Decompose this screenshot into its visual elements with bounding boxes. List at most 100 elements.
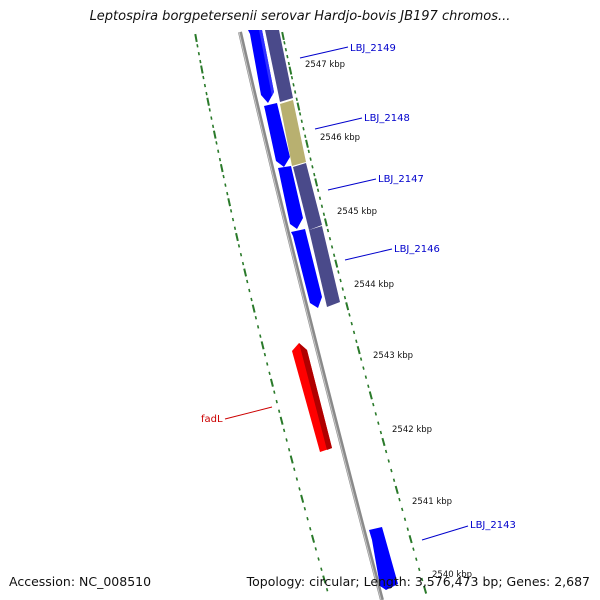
tick-mark [269,378,274,387]
tick-mark [268,371,271,376]
tick-mark [273,390,276,394]
gene-LBJ_2146-forward[interactable] [291,229,322,308]
tick-mark [377,421,380,425]
tick-mark [422,585,428,594]
label-connector-LBJ_2146 [344,248,393,261]
tick-mark [350,321,353,326]
tick-mark [231,217,235,222]
tick-mark [210,116,213,120]
genome-backbone [238,31,384,600]
tick-mark [250,297,253,302]
tick-label-2544: 2544 kbp [354,280,394,290]
tick-mark [394,485,399,495]
tick-mark [295,97,298,101]
tick-mark [322,212,326,216]
tick-mark [287,447,291,452]
tick-mark [390,468,393,473]
tick-mark [334,259,339,268]
tick-mark [417,567,421,572]
tick-mark [229,209,233,213]
tick-mark [310,534,316,543]
label-connector-LBJ_2149 [299,46,349,59]
tick-mark [212,130,217,139]
tick-mark [300,494,305,503]
tick-mark [206,97,210,106]
tick-mark [322,575,327,584]
tick-mark [323,218,328,227]
tick-mark [379,430,383,435]
tick-mark [208,108,211,112]
gene-label-LBJ_2148[interactable]: LBJ_2148 [364,113,410,124]
tick-mark [205,91,208,96]
gene-label-LBJ_2146[interactable]: LBJ_2146 [394,244,440,255]
tick-mark [381,437,386,447]
tick-mark [330,245,334,249]
tick-label-2547: 2547 kbp [305,60,345,70]
tick-mark [203,83,207,88]
tick-mark [311,165,314,169]
tick-mark [284,47,288,52]
tick-mark [374,412,377,416]
tick-mark [387,459,390,463]
tick-mark [292,83,295,87]
tick-mark [290,75,294,80]
gc-skew-dots [194,33,329,592]
tick-mark [401,507,404,512]
tick-mark [199,59,202,64]
gene-LBJ_2143-forward[interactable] [369,527,398,590]
tick-mark [420,577,424,582]
tick-mark [304,134,307,138]
tick-mark [251,304,256,313]
gene-LBJ_2149-forward[interactable] [248,30,274,103]
tick-mark [372,402,375,407]
tick-mark [314,547,317,551]
tick-mark [326,228,330,233]
tick-mark [263,352,267,357]
tick-label-2541: 2541 kbp [412,497,452,507]
tick-mark [266,362,269,366]
tick-mark [233,226,237,231]
tick-mark [307,149,310,154]
tick-mark [398,497,401,502]
tick-mark [222,174,225,179]
tick-mark [226,191,229,196]
tick-mark [356,346,361,355]
tick-mark [364,375,368,379]
tick-mark [254,315,258,320]
tick-mark [196,44,199,48]
tick-mark [281,31,285,41]
gene-label-LBJ_2143[interactable]: LBJ_2143 [470,520,516,531]
tick-mark [320,567,323,571]
tick-mark [218,157,222,162]
tick-mark [277,409,281,413]
gene-label-LBJ_2147[interactable]: LBJ_2147 [378,174,424,185]
label-connector-LBJ_2143 [421,525,469,541]
tick-mark [246,279,249,284]
tick-mark [317,557,320,561]
tick-mark [318,196,322,200]
tick-mark [362,366,365,370]
tick-mark [343,295,347,300]
tick-mark [296,102,301,111]
tick-mark [348,313,351,317]
tick-mark [314,178,319,187]
tick-mark [256,325,260,329]
tick-mark [197,51,200,56]
gene-LBJ_2147-forward[interactable] [278,166,303,229]
tick-mark [294,90,297,94]
tick-mark [305,139,309,148]
gene-fadL-reverse[interactable] [292,343,332,452]
tick-mark [239,252,243,257]
tick-mark [392,478,396,482]
tick-mark [217,149,220,153]
gene-label-LBJ_2149[interactable]: LBJ_2149 [350,43,396,54]
tick-mark [332,253,336,257]
tick-mark [211,124,215,129]
genome-summary-text: Topology: circular; Length: 3,576,473 bp… [246,574,590,589]
tick-mark [384,449,388,454]
tick-mark [341,287,344,291]
gene-label-fadL[interactable]: fadL [201,414,223,425]
gene-LBJ_2148-forward[interactable] [264,103,290,167]
tick-mark [293,467,296,471]
tick-label-2543: 2543 kbp [373,351,413,361]
